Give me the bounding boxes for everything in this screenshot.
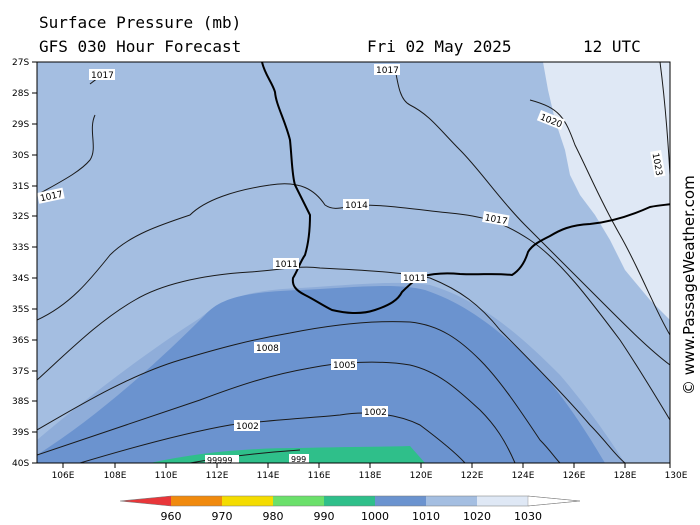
lon-tick-label: 126E [563, 471, 586, 481]
legend-swatch [426, 496, 477, 506]
lat-tick-label: 35S [12, 305, 29, 315]
forecast-time: 12 UTC [583, 37, 641, 56]
map-plot-area [37, 62, 670, 463]
pressure-band-1020-1030 [543, 62, 670, 320]
isobar-label: 1017 [484, 213, 508, 227]
lon-tick-label: 130E [665, 471, 688, 481]
latitude-axis: 27S 28S 29S 30S 31S 32S 33S 34S 35S 36S … [12, 58, 37, 469]
lon-tick-label: 124E [512, 471, 535, 481]
lon-tick-label: 128E [614, 471, 637, 481]
legend-swatch [527, 495, 581, 507]
legend-tick: 1000 [361, 510, 389, 523]
legend-swatch [477, 496, 528, 506]
legend-tick: 980 [263, 510, 284, 523]
legend-tick: 1010 [412, 510, 440, 523]
lat-tick-label: 39S [12, 428, 29, 438]
lat-tick-label: 27S [12, 58, 29, 68]
lat-tick-label: 40S [12, 459, 29, 469]
isobar-label: 1002 [236, 422, 259, 432]
isobar-label: 1023 [650, 152, 664, 176]
map-title: Surface Pressure (mb) [39, 13, 242, 32]
isobar-label: 1005 [333, 361, 356, 371]
plot-frame [36, 61, 671, 464]
isobar-label: 1011 [403, 274, 426, 284]
legend-swatch [222, 496, 273, 506]
isobar-label: 1017 [91, 71, 114, 81]
color-legend: 960 970 980 990 1000 1010 1020 1030 [119, 495, 581, 523]
pressure-band-1000-1010 [37, 285, 605, 463]
isobar-lines [37, 62, 670, 463]
isobar-labels: 1017 1017 1020 1023 1017 1014 1017 1011 … [37, 64, 666, 465]
lat-tick-label: 36S [12, 336, 29, 346]
legend-tick: 1020 [463, 510, 491, 523]
lon-tick-label: 120E [410, 471, 433, 481]
lon-tick-label: 106E [52, 471, 75, 481]
forecast-date: Fri 02 May 2025 [367, 37, 512, 56]
lon-tick-label: 108E [104, 471, 127, 481]
isobar-label: 999 [291, 455, 306, 464]
isobar-label: 1017 [376, 66, 399, 76]
lon-tick-label: 112E [206, 471, 229, 481]
legend-swatch [324, 496, 375, 506]
lat-tick-label: 38S [12, 397, 29, 407]
legend-swatch [273, 496, 324, 506]
lon-tick-label: 116E [308, 471, 331, 481]
legend-swatch [375, 496, 426, 506]
lat-tick-label: 37S [12, 367, 29, 377]
lat-tick-label: 33S [12, 243, 29, 253]
legend-swatch [171, 496, 222, 506]
legend-tick: 970 [212, 510, 233, 523]
longitude-axis: 106E 108E 110E 112E 114E 116E 118E 120E … [52, 463, 688, 481]
isobar-label: 99999 [207, 456, 232, 465]
legend-tick: 990 [314, 510, 335, 523]
forecast-model: GFS 030 Hour Forecast [39, 37, 242, 56]
isobar-label: 1011 [275, 260, 298, 270]
lat-tick-label: 32S [12, 212, 29, 222]
legend-tick: 1030 [514, 510, 542, 523]
isobar-label: 1008 [256, 344, 279, 354]
lon-tick-label: 118E [359, 471, 382, 481]
lat-tick-label: 30S [12, 151, 29, 161]
isobar-label: 1002 [364, 408, 387, 418]
lat-tick-label: 34S [12, 274, 29, 284]
lon-tick-label: 110E [155, 471, 178, 481]
isobar-label: 1017 [39, 190, 63, 205]
isobar-label: 1014 [345, 201, 368, 211]
coastline-australia [261, 62, 670, 314]
legend-swatch [120, 496, 171, 506]
lon-tick-label: 114E [257, 471, 280, 481]
lat-tick-label: 28S [12, 89, 29, 99]
lat-tick-label: 29S [12, 120, 29, 130]
legend-tick: 960 [161, 510, 182, 523]
lat-tick-label: 31S [12, 182, 29, 192]
lon-tick-label: 122E [461, 471, 484, 481]
